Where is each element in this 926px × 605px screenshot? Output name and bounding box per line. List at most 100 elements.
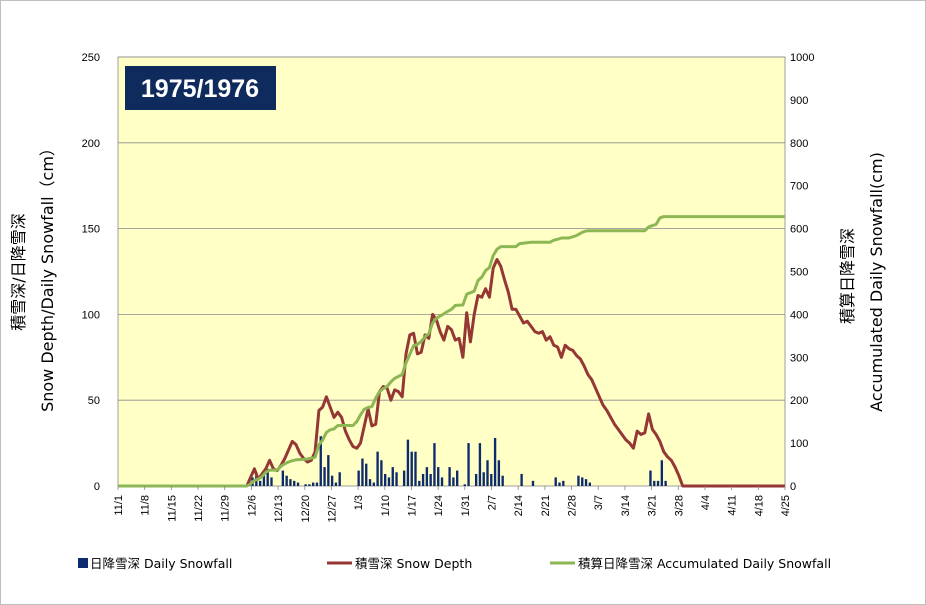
snowfall-bar	[463, 484, 466, 486]
season-title: 1975/1976	[141, 75, 259, 103]
snowfall-bar	[584, 479, 588, 486]
x-tick-label: 1/17	[406, 495, 418, 516]
snowfall-bar	[501, 475, 504, 486]
snowfall-bar	[334, 482, 338, 486]
legend-bar-label: 日降雪深 Daily Snowfall	[90, 556, 232, 571]
snowfall-bar	[486, 460, 489, 486]
snowfall-bar	[649, 470, 652, 486]
snowfall-bar	[656, 480, 660, 486]
snowfall-bar	[357, 470, 360, 486]
x-tick-label: 2/28	[567, 495, 579, 516]
snowfall-bar	[437, 467, 440, 486]
snowfall-bar	[327, 455, 330, 486]
snowfall-bar	[289, 479, 292, 486]
snowfall-bar	[425, 467, 429, 486]
snowfall-bar	[391, 467, 394, 486]
x-tick-label: 4/4	[700, 495, 712, 510]
legend: 日降雪深 Daily Snowfall 積雪深 Snow Depth 積算日降雪…	[78, 556, 831, 571]
snowfall-bar	[281, 470, 285, 486]
snowfall-bar	[323, 467, 326, 486]
snowfall-bar	[402, 470, 406, 486]
x-tick-label: 3/21	[647, 495, 659, 516]
x-tick-label: 1/10	[380, 495, 392, 516]
snowfall-bar	[330, 475, 334, 486]
series-lines	[118, 215, 785, 488]
right-tick-label: 0	[790, 481, 796, 493]
snowfall-bar	[493, 437, 497, 486]
right-axis-title-jp: 積算日降雪深	[838, 228, 857, 324]
left-tick-label: 0	[94, 481, 100, 493]
snowfall-bar	[482, 472, 485, 486]
snowfall-bar	[395, 472, 398, 486]
left-tick-label: 50	[88, 395, 100, 407]
right-tick-label: 1000	[790, 52, 814, 64]
x-axis-ticks: 11/1 11/8 11/15 11/22 11/29 12/6 12/13 12/20 12/…	[113, 486, 792, 523]
left-tick-label: 150	[82, 224, 100, 236]
snowfall-bar	[262, 475, 266, 486]
x-tick-label: 11/8	[140, 495, 152, 516]
x-tick-label: 12/13	[273, 495, 285, 523]
season-title-box	[125, 66, 276, 110]
snowfall-bar	[387, 477, 391, 486]
snowfall-bar	[448, 467, 451, 486]
snowfall-bar	[410, 451, 413, 486]
snowfall-bar	[490, 473, 493, 486]
snowfall-bar	[418, 480, 421, 486]
snowfall-bar	[365, 463, 368, 486]
x-tick-label: 3/7	[593, 495, 605, 510]
snowfall-bar	[478, 443, 482, 486]
x-tick-label: 2/21	[540, 495, 552, 516]
snowfall-bar	[664, 480, 667, 486]
snowfall-bar	[338, 472, 341, 486]
snow-depth-line	[245, 258, 785, 488]
snowfall-bar	[562, 480, 565, 486]
snowfall-bar	[467, 443, 470, 486]
snowfall-bar	[433, 443, 436, 486]
snowfall-bar	[452, 477, 455, 486]
snowfall-bar	[266, 468, 269, 486]
snowfall-bar	[520, 473, 523, 486]
snowfall-bar	[293, 480, 296, 486]
right-tick-label: 200	[790, 395, 808, 407]
snowfall-bar	[588, 482, 592, 486]
gridlines	[118, 56, 785, 401]
snowfall-bar	[296, 482, 300, 486]
x-tick-label: 12/27	[326, 495, 338, 523]
snowfall-bar	[384, 473, 387, 486]
right-tick-label: 800	[790, 138, 808, 150]
accumulated-snowfall-line	[118, 215, 785, 488]
x-tick-label: 12/6	[246, 495, 258, 516]
right-tick-label: 900	[790, 95, 808, 107]
right-axis-ticks: 0 100 200 300 400 500 600 700 800 900 1000	[790, 52, 814, 493]
right-axis-title-en: Accumulated Daily Snowfall(cm)	[867, 152, 886, 412]
right-tick-label: 300	[790, 352, 808, 364]
x-tick-label: 11/22	[193, 495, 205, 522]
snowfall-bar	[421, 473, 425, 486]
snowfall-bar	[319, 436, 322, 486]
snowfall-bar	[406, 439, 410, 486]
snowfall-bar	[456, 470, 459, 486]
legend-depth-label: 積雪深 Snow Depth	[355, 556, 472, 571]
x-tick-label: 3/28	[673, 495, 685, 516]
x-tick-label: 2/14	[513, 495, 525, 516]
x-tick-label: 4/11	[727, 495, 739, 516]
left-tick-label: 250	[82, 52, 100, 64]
legend-accum-label: 積算日降雪深 Accumulated Daily Snowfall	[578, 556, 831, 571]
snowfall-bar	[440, 477, 444, 486]
snowfall-bar	[285, 475, 288, 486]
x-tick-label: 11/29	[220, 495, 232, 522]
snowfall-bar	[577, 475, 580, 486]
x-tick-label: 1/24	[433, 495, 445, 516]
x-tick-label: 3/14	[620, 495, 632, 516]
snowfall-bar	[414, 451, 417, 486]
x-tick-label: 4/18	[753, 495, 765, 516]
snowfall-bar	[653, 480, 656, 486]
snowfall-bar	[380, 460, 383, 486]
legend-bar-swatch	[78, 558, 88, 568]
snowfall-bar	[372, 482, 375, 486]
left-axis-title-en: Snow Depth/Daily Snowfall（cm）	[38, 140, 57, 412]
right-tick-label: 500	[790, 267, 808, 279]
snowfall-bar	[581, 477, 584, 486]
daily-snowfall-bars	[251, 436, 667, 486]
